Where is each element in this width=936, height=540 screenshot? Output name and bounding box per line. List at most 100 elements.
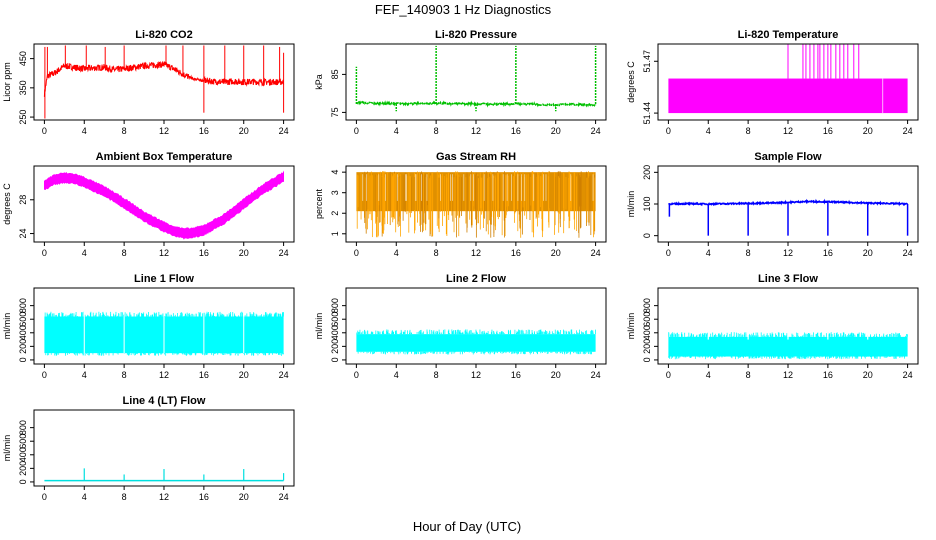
y-tick-label: 4 xyxy=(330,170,340,175)
y-tick-label: 200 xyxy=(18,339,28,354)
panel-ambient_temp: Ambient Box Temperature degrees C 0 4 8 12 16 2… xyxy=(2,151,295,258)
x-tick-label: 0 xyxy=(42,126,47,136)
plot-area-licor_temp xyxy=(668,44,908,114)
y-axis-label-line1_flow: ml/min xyxy=(2,313,12,340)
y-tick-label: 24 xyxy=(18,229,28,239)
y-tick-label: 450 xyxy=(18,51,28,66)
x-tick-label: 4 xyxy=(706,248,711,258)
x-tick-label: 8 xyxy=(746,370,751,380)
x-tick-label: 4 xyxy=(82,370,87,380)
y-tick-label: 28 xyxy=(18,195,28,205)
y-tick-label: 200 xyxy=(330,339,340,354)
x-tick-label: 12 xyxy=(471,126,481,136)
x-tick-label: 24 xyxy=(279,370,289,380)
y-tick-label: 800 xyxy=(18,298,28,313)
panel-title-gas_rh: Gas Stream RH xyxy=(436,151,516,163)
x-tick-label: 12 xyxy=(783,370,793,380)
x-tick-label: 8 xyxy=(434,248,439,258)
x-tick-label: 24 xyxy=(591,248,601,258)
x-tick-label: 16 xyxy=(199,248,209,258)
x-tick-label: 24 xyxy=(591,370,601,380)
y-tick-label: 0 xyxy=(18,357,28,362)
x-tick-label: 8 xyxy=(122,492,127,502)
x-tick-label: 8 xyxy=(434,370,439,380)
y-tick-label: 600 xyxy=(330,312,340,327)
panel-line2_flow: Line 2 Flow ml/min 0 4 8 12 16 20 24 0 20040060080… xyxy=(314,273,607,380)
y-axis-label-line4_flow: ml/min xyxy=(2,435,12,462)
panel-title-line1_flow: Line 1 Flow xyxy=(134,273,194,285)
x-tick-label: 12 xyxy=(471,370,481,380)
plot-area-line3_flow xyxy=(668,332,908,360)
y-tick-label: 3 xyxy=(330,190,340,195)
x-tick-label: 16 xyxy=(199,126,209,136)
x-tick-label: 0 xyxy=(354,248,359,258)
x-tick-label: 8 xyxy=(746,248,751,258)
y-tick-label: 0 xyxy=(642,357,652,362)
x-tick-label: 20 xyxy=(239,492,249,502)
x-tick-label: 20 xyxy=(551,248,561,258)
y-tick-label: 2 xyxy=(330,211,340,216)
x-tick-label: 0 xyxy=(666,370,671,380)
panel-title-licor_temp: Li-820 Temperature xyxy=(738,29,839,41)
x-tick-label: 0 xyxy=(42,370,47,380)
x-tick-label: 4 xyxy=(394,248,399,258)
x-tick-label: 20 xyxy=(863,248,873,258)
line2_flow-band xyxy=(356,334,596,352)
panel-title-line3_flow: Line 3 Flow xyxy=(758,273,818,285)
y-tick-label: 51.47 xyxy=(642,50,652,73)
x-tick-label: 16 xyxy=(823,370,833,380)
y-axis-label-ambient_temp: degrees C xyxy=(2,183,12,225)
plot-area-gas_rh xyxy=(356,171,596,238)
panel-title-ambient_temp: Ambient Box Temperature xyxy=(96,151,233,163)
plot-area-sample_flow xyxy=(668,198,909,236)
x-tick-label: 24 xyxy=(279,492,289,502)
x-tick-label: 20 xyxy=(239,126,249,136)
line3_flow-band xyxy=(668,336,908,357)
y-tick-label: 400 xyxy=(330,325,340,340)
y-tick-label: 200 xyxy=(642,339,652,354)
y-tick-label: 51.44 xyxy=(642,102,652,125)
x-tick-label: 12 xyxy=(159,126,169,136)
x-tick-label: 24 xyxy=(279,248,289,258)
y-tick-label: 0 xyxy=(330,357,340,362)
y-axis-label-line2_flow: ml/min xyxy=(314,313,324,340)
x-tick-label: 12 xyxy=(471,248,481,258)
x-tick-label: 4 xyxy=(82,492,87,502)
x-tick-label: 12 xyxy=(159,248,169,258)
panel-title-line4_flow: Line 4 (LT) Flow xyxy=(123,395,206,407)
y-tick-label: 200 xyxy=(642,165,652,180)
y-tick-label: 0 xyxy=(642,233,652,238)
x-tick-label: 8 xyxy=(122,370,127,380)
figure-xlabel: Hour of Day (UTC) xyxy=(413,519,521,534)
y-tick-label: 600 xyxy=(18,312,28,327)
panel-title-co2: Li-820 CO2 xyxy=(135,29,192,41)
y-tick-label: 100 xyxy=(642,196,652,211)
x-tick-label: 8 xyxy=(434,126,439,136)
y-axis-label-licor_temp: degrees C xyxy=(626,61,636,103)
pressure-line xyxy=(356,100,597,108)
y-tick-label: 400 xyxy=(642,325,652,340)
co2-line xyxy=(43,60,285,97)
y-axis-label-gas_rh: percent xyxy=(314,188,324,219)
x-tick-label: 0 xyxy=(666,248,671,258)
panel-line1_flow: Line 1 Flow ml/min 0 4 8 12 16 20 24 0 20040060080… xyxy=(2,273,295,380)
ambient-temp-band xyxy=(44,170,285,240)
y-tick-label: 75 xyxy=(330,107,340,117)
x-tick-label: 20 xyxy=(239,370,249,380)
x-tick-label: 24 xyxy=(903,370,913,380)
plot-area-ambient_temp xyxy=(44,170,285,240)
panel-title-line2_flow: Line 2 Flow xyxy=(446,273,506,285)
panel-co2: Li-820 CO2 Licor ppm 0 4 8 12 16 20 24 250 350 450 xyxy=(2,29,295,136)
x-tick-label: 0 xyxy=(42,492,47,502)
x-tick-label: 20 xyxy=(863,126,873,136)
x-tick-label: 0 xyxy=(42,248,47,258)
y-axis-label-sample_flow: ml/min xyxy=(626,191,636,218)
x-tick-label: 8 xyxy=(122,126,127,136)
y-tick-label: 800 xyxy=(330,298,340,313)
plot-area-line4_flow xyxy=(44,468,285,482)
x-tick-label: 20 xyxy=(551,126,561,136)
plot-area-line2_flow xyxy=(356,329,596,355)
y-tick-label: 400 xyxy=(18,325,28,340)
x-tick-label: 20 xyxy=(551,370,561,380)
